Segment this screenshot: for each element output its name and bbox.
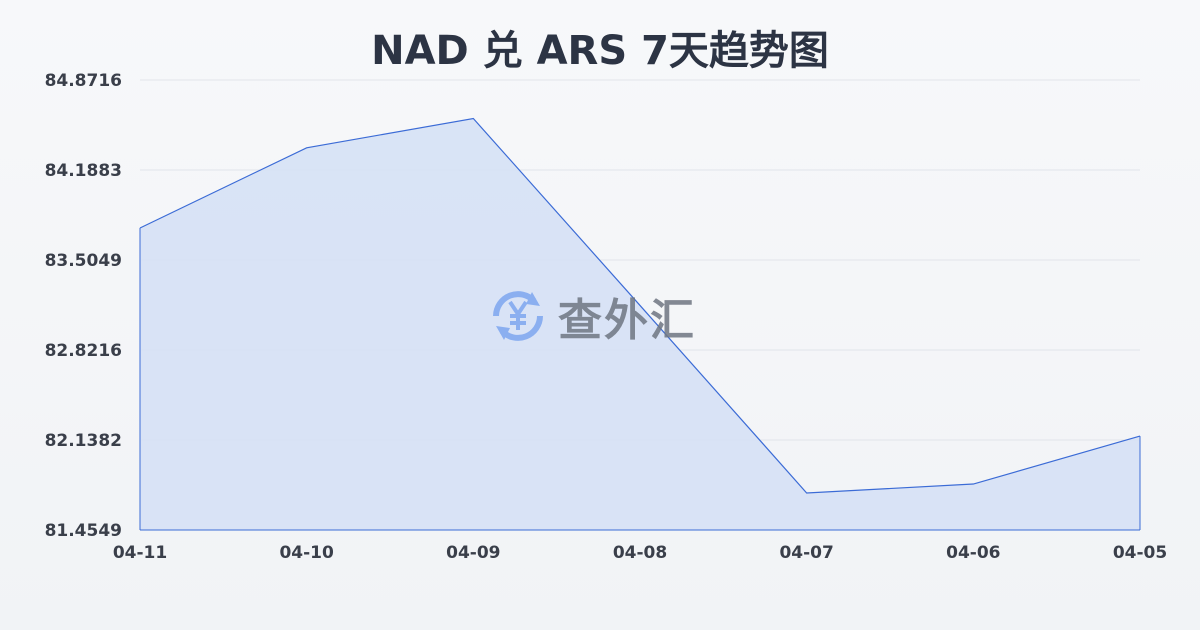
watermark-text: 查外汇 <box>558 295 696 346</box>
y-tick-label: 81.4549 <box>45 521 122 541</box>
area-fill <box>140 118 1140 531</box>
watermark: 查外汇 <box>488 284 696 348</box>
y-tick-label: 82.8216 <box>45 341 122 361</box>
y-tick-label: 84.1883 <box>45 161 122 181</box>
x-tick-label: 04-07 <box>779 543 833 563</box>
x-tick-label: 04-08 <box>613 543 667 563</box>
y-tick-label: 84.8716 <box>45 71 122 91</box>
chart-title: NAD 兑 ARS 7天趋势图 <box>371 28 829 74</box>
x-tick-label: 04-09 <box>446 543 500 563</box>
x-tick-label: 04-05 <box>1113 543 1167 563</box>
x-tick-label: 04-10 <box>279 543 334 563</box>
x-tick-label: 04-11 <box>113 543 167 563</box>
x-tick-label: 04-06 <box>946 543 1000 563</box>
y-tick-label: 83.5049 <box>45 251 122 271</box>
y-tick-label: 82.1382 <box>45 431 122 451</box>
yen-exchange-icon <box>493 291 543 341</box>
